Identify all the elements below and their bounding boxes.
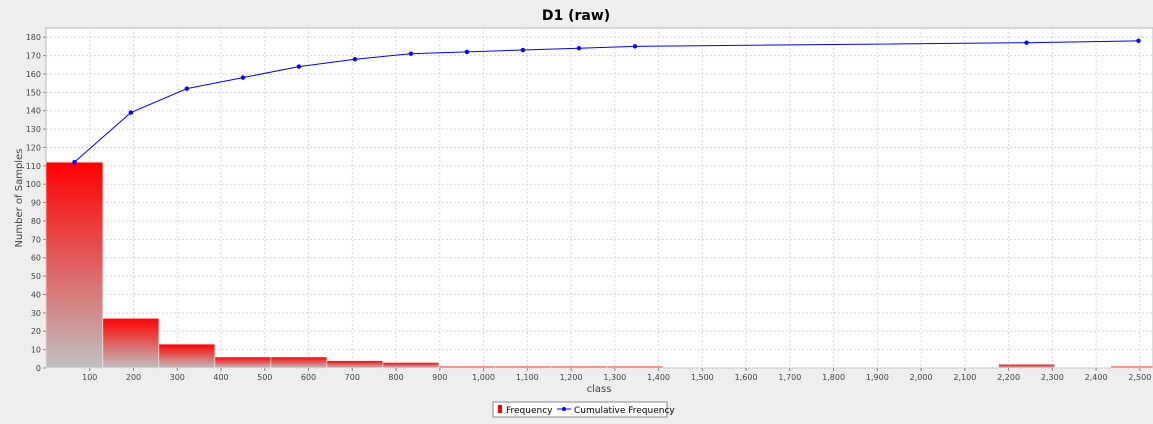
- chart-title: D1 (raw): [542, 8, 610, 24]
- cumulative-frequency-point: [464, 49, 470, 55]
- frequency-bar: [550, 365, 608, 369]
- frequency-bar: [438, 365, 496, 369]
- y-tick-label: 10: [31, 346, 41, 355]
- x-tick-label: 1,600: [735, 373, 758, 382]
- x-tick-label: 1,500: [691, 373, 714, 382]
- x-tick-label: 1,700: [778, 373, 801, 382]
- x-tick-label: 200: [126, 373, 141, 382]
- y-tick-label: 60: [31, 254, 41, 263]
- x-tick-label: 2,200: [997, 373, 1020, 382]
- frequency-bar: [214, 356, 272, 369]
- x-tick-label: 1,100: [516, 373, 539, 382]
- legend-cumulative-swatch-dot: [562, 407, 566, 411]
- x-tick-label: 2,300: [1041, 373, 1064, 382]
- cumulative-frequency-point: [352, 57, 358, 62]
- grid-lines: [46, 28, 1153, 369]
- frequency-bar: [382, 362, 440, 369]
- y-tick-label: 50: [31, 272, 41, 281]
- frequency-bar: [102, 318, 160, 369]
- y-tick-label: 160: [26, 70, 41, 79]
- y-tick-label: 90: [31, 199, 41, 208]
- x-tick-label: 1,900: [866, 373, 889, 382]
- legend: Frequency Cumulative Frequency: [492, 401, 675, 418]
- x-tick-label: 1,000: [472, 373, 495, 382]
- plot-area: [45, 27, 1153, 369]
- cumulative-frequency-point: [240, 75, 246, 80]
- legend-frequency-swatch: [498, 405, 502, 413]
- x-tick-label: 1,400: [647, 373, 670, 382]
- x-tick-label: 1,200: [560, 373, 583, 382]
- y-tick-label: 150: [26, 88, 41, 97]
- cumulative-frequency-point: [408, 51, 414, 56]
- x-tick-label: 300: [170, 373, 185, 382]
- legend-cumulative-label: Cumulative Frequency: [574, 406, 675, 416]
- frequency-bar: [998, 364, 1055, 369]
- frequency-bar: [1110, 365, 1153, 369]
- cumulative-frequency-point: [520, 47, 526, 53]
- x-tick-label: 400: [213, 373, 228, 382]
- y-tick-label: 110: [26, 162, 41, 171]
- cumulative-frequency-point: [576, 46, 582, 51]
- axes: 0 10 20 30 40 50 60 70 80 90 100 110 120 130 140 150 160…: [26, 33, 1152, 382]
- cumulative-frequency-point: [296, 64, 302, 69]
- cumulative-frequency-point: [72, 159, 77, 165]
- x-tick-label: 900: [432, 373, 447, 382]
- x-tick-label: 2,000: [910, 373, 933, 382]
- legend-box: [492, 401, 668, 418]
- y-tick-label: 20: [31, 327, 41, 336]
- cumulative-frequency-point: [632, 44, 638, 49]
- y-tick-label: 0: [36, 364, 41, 373]
- y-tick-label: 170: [26, 52, 41, 61]
- x-tick-label: 600: [301, 373, 316, 382]
- legend-frequency-label: Frequency: [506, 406, 553, 416]
- x-tick-label: 2,500: [1128, 373, 1151, 382]
- x-tick-label: 1,800: [822, 373, 845, 382]
- frequency-bar: [606, 365, 664, 369]
- frequency-bar: [326, 360, 384, 369]
- frequency-bar: [494, 365, 552, 369]
- y-tick-label: 140: [26, 107, 41, 116]
- y-tick-label: 120: [26, 143, 41, 152]
- y-tick-label: 70: [31, 235, 41, 244]
- frequency-bar: [270, 356, 328, 369]
- y-tick-label: 40: [31, 290, 41, 299]
- cumulative-frequency-point: [128, 110, 134, 115]
- frequency-bar: [158, 343, 216, 369]
- y-axis-label: Number of Samples: [14, 149, 25, 248]
- cumulative-frequency-point: [1024, 40, 1029, 45]
- x-axis-label: class: [587, 384, 612, 395]
- y-tick-label: 80: [31, 217, 41, 226]
- x-tick-label: 1,300: [603, 373, 626, 382]
- y-tick-label: 180: [26, 33, 41, 42]
- x-tick-label: 2,100: [953, 373, 976, 382]
- x-tick-label: 100: [82, 373, 97, 382]
- frequency-bars: [45, 161, 1153, 369]
- frequency-bar: [45, 161, 104, 369]
- y-tick-label: 100: [26, 180, 41, 189]
- x-tick-label: 700: [345, 373, 360, 382]
- x-tick-label: 800: [388, 373, 403, 382]
- cumulative-frequency-point: [184, 86, 190, 91]
- x-tick-label: 500: [257, 373, 272, 382]
- x-tick-label: 2,400: [1085, 373, 1108, 382]
- y-tick-label: 130: [26, 125, 41, 134]
- cumulative-line: [72, 38, 1141, 165]
- y-tick-label: 30: [31, 309, 41, 318]
- cumulative-frequency-point: [1136, 38, 1141, 44]
